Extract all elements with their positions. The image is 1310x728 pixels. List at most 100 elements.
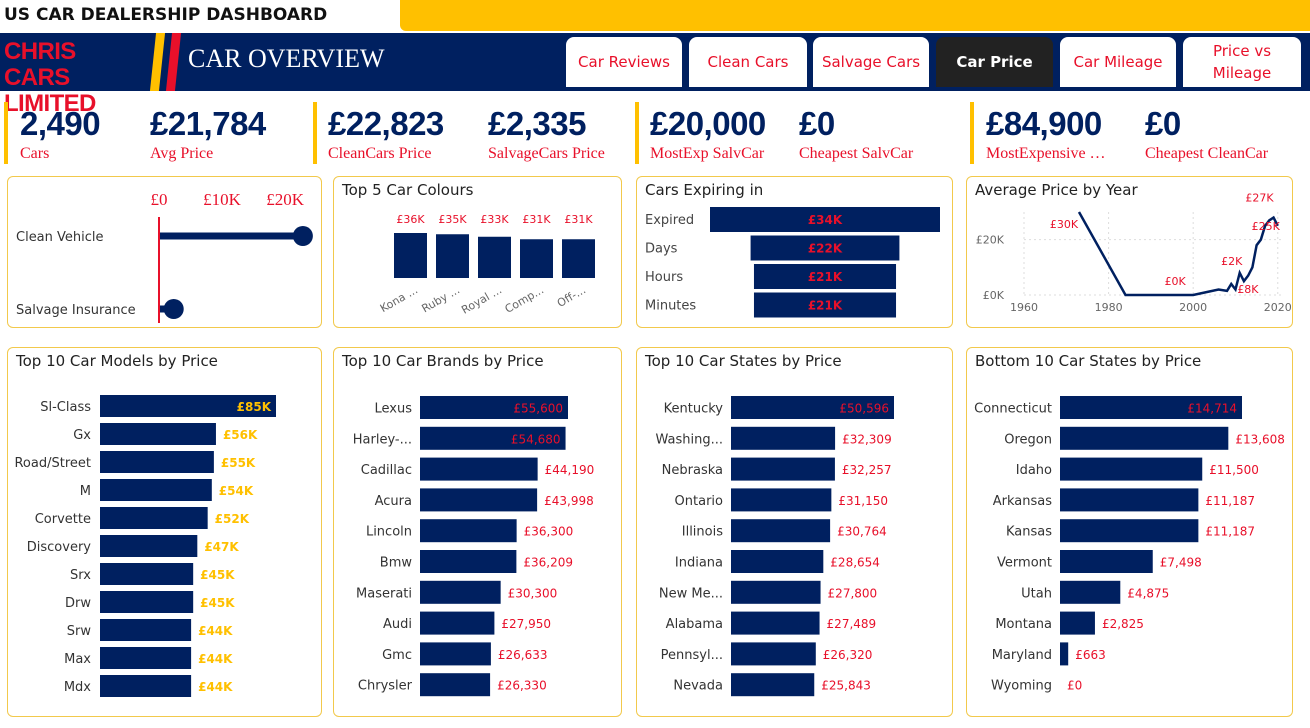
tab-salvage-cars[interactable]: Salvage Cars (813, 37, 929, 87)
chart-average-price-year[interactable]: Average Price by Year £0K £20K 1960 1980 200… (966, 176, 1293, 328)
data-label: £663 (1075, 648, 1106, 662)
bar (100, 395, 276, 417)
point-label: £27K (1245, 192, 1274, 205)
tab-car-mileage[interactable]: Car Mileage (1060, 37, 1176, 87)
category-label: Audi (383, 617, 412, 632)
tab-car-price[interactable]: Car Price (936, 37, 1053, 87)
point-label: £0K (1165, 275, 1187, 288)
category-label: Idaho (1016, 463, 1052, 478)
lollipop-point (292, 226, 313, 246)
data-label: £30,764 (837, 525, 887, 539)
chart-top-states[interactable]: Top 10 Car States by Price Kentucky £50,5… (636, 347, 953, 717)
bar (731, 488, 832, 512)
kpi-value: 2,490 (20, 105, 101, 142)
bottom-states-svg: Connecticut £14,714 Oregon £13,608 Idaho £11,… (974, 396, 1285, 694)
kpi-label: Cheapest CleanCar (1145, 145, 1269, 162)
data-label: £31K (564, 213, 593, 226)
category-label: Cadillac (361, 463, 412, 478)
data-label: £32,309 (842, 432, 892, 446)
bar (420, 519, 517, 543)
point-label: £30K (1050, 218, 1079, 231)
axis-tick-label: £0 (151, 190, 168, 209)
kpi-avg-price: £21,784 Avg Price (150, 102, 266, 164)
category-label: Clean Vehicle (16, 230, 104, 245)
category-label: Hours (645, 270, 683, 285)
data-label: £32,257 (842, 463, 892, 477)
tab-clean-cars[interactable]: Clean Cars (689, 37, 807, 87)
category-label: Indiana (675, 556, 723, 571)
kpi-cheapest-clean: £0 Cheapest CleanCar (1145, 102, 1268, 164)
funnel-bar (753, 292, 897, 318)
data-label: £21K (808, 270, 843, 284)
data-label: £13,608 (1235, 432, 1285, 446)
data-label: £54K (219, 484, 254, 498)
chart-top-colours[interactable]: Top 5 Car Colours £36K Kona ... £35K Ruby .… (333, 176, 622, 328)
bar (100, 647, 192, 669)
kpi-group-clean: £84,900 MostExpensive … £0 Cheapest Clea… (970, 102, 1300, 164)
category-label: Kansas (1006, 525, 1052, 540)
data-label: £35K (438, 213, 467, 226)
bar (420, 396, 568, 419)
axis-tick-label: 2020 (1264, 301, 1292, 314)
category-label: Royal ... (459, 283, 504, 316)
category-label: Maryland (992, 648, 1052, 663)
chart-bottom-states[interactable]: Bottom 10 Car States by Price Connecticu… (966, 347, 1293, 717)
chart-top-brands[interactable]: Top 10 Car Brands by Price Lexus £55,600 H… (333, 347, 622, 717)
chart-title: Top 10 Car States by Price (645, 352, 842, 370)
data-label: £34K (808, 213, 843, 227)
page-header: CHRIS CARS LIMITED CAR OVERVIEW Car Revi… (0, 33, 1310, 117)
chart-title-status[interactable]: £0 £10K £20K Clean Vehicle Salvage Insurance (7, 176, 322, 328)
data-label: £28,654 (830, 556, 880, 570)
data-label: £26,330 (497, 679, 547, 693)
axis-tick-label: £20K (266, 190, 305, 209)
chart-title: Cars Expiring in (645, 181, 764, 199)
category-label: Alabama (666, 617, 723, 632)
category-label: Washing... (655, 432, 723, 447)
bar (1060, 396, 1242, 419)
bar (1060, 519, 1199, 543)
data-label: £54,680 (511, 432, 561, 446)
category-label: Ruby ... (419, 283, 462, 315)
kpi-label: Cheapest SalvCar (799, 145, 914, 162)
bar (100, 423, 216, 445)
funnel-bar (753, 264, 897, 289)
data-label: £27,489 (827, 617, 877, 631)
tab-price-vs-mileage[interactable]: Price vs Mileage (1183, 37, 1301, 87)
category-label: Arkansas (993, 494, 1052, 509)
data-label: £55K (221, 456, 256, 470)
category-label: Srx (70, 568, 91, 583)
data-label: £21K (808, 299, 843, 313)
brand-stripe-red (165, 33, 182, 91)
kpi-value: £2,335 (488, 105, 586, 142)
data-label: £36,209 (523, 556, 573, 570)
category-label: Utah (1021, 586, 1052, 601)
data-label: £11,187 (1205, 494, 1255, 508)
chart-cars-expiring[interactable]: Cars Expiring in £34K Expired £22K Days £21K… (636, 176, 953, 328)
data-label: £44,190 (545, 463, 595, 477)
data-label: £26,320 (823, 648, 873, 662)
data-label: £11,500 (1209, 463, 1259, 477)
chart-top-models[interactable]: Top 10 Car Models by Price Sl-Class £85K G… (7, 347, 322, 717)
axis-tick-label: £0K (983, 289, 1005, 302)
data-label: £36,300 (524, 525, 574, 539)
bar (100, 563, 194, 585)
bar (420, 673, 491, 697)
title-status-svg: £0 £10K £20K Clean Vehicle Salvage Insurance (16, 190, 313, 323)
bar (394, 233, 427, 278)
data-label: £43,998 (544, 494, 594, 508)
category-label: Lincoln (366, 525, 412, 540)
category-label: Comp... (503, 283, 546, 316)
category-label: Gmc (382, 648, 412, 663)
data-label: £0 (1067, 679, 1082, 693)
category-label: Nevada (673, 679, 723, 694)
bar (1060, 550, 1153, 573)
axis-tick-label: 1960 (1010, 301, 1038, 314)
category-label: Days (645, 242, 678, 257)
data-label: £33K (480, 213, 509, 226)
bar (420, 457, 538, 481)
bar (1060, 488, 1199, 512)
tab-car-reviews[interactable]: Car Reviews (566, 37, 682, 87)
kpi-group-salvage: £20,000 MostExp SalvCar £0 Cheapest Salv… (635, 102, 955, 164)
category-label: Illinois (682, 525, 723, 540)
kpi-value: £22,823 (328, 105, 444, 142)
